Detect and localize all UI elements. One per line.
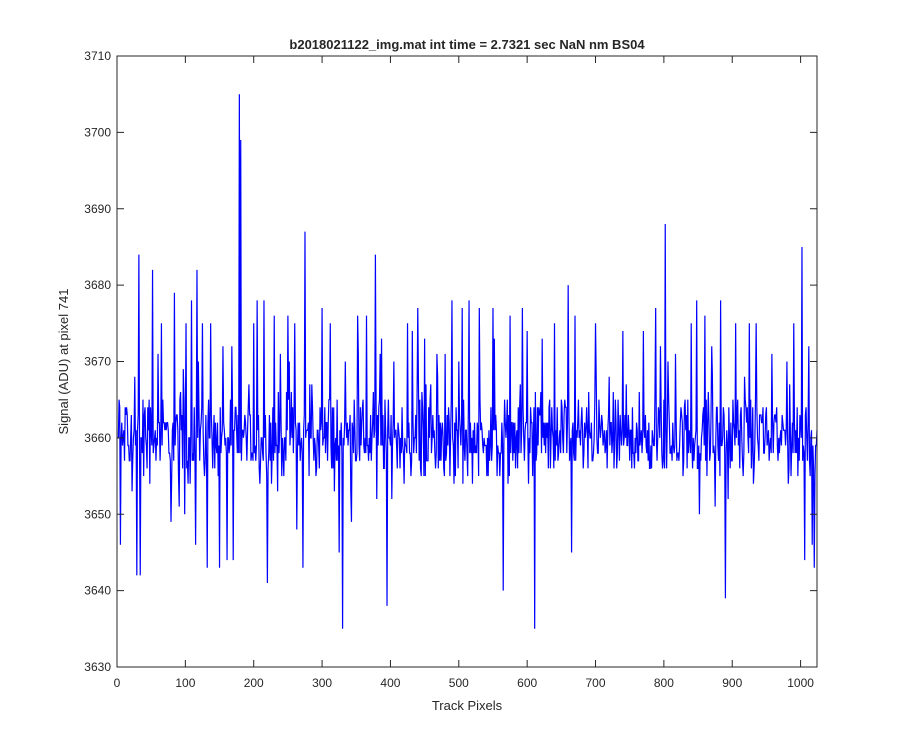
x-tick-label: 700 — [586, 676, 606, 690]
series-layer — [117, 94, 818, 629]
y-axis-ticks: 3630 3640 3650 3660 3670 3680 3690 3700 3710 — [84, 49, 817, 674]
y-tick-label: 3630 — [84, 660, 111, 674]
x-tick-label: 300 — [312, 676, 332, 690]
y-tick-label: 3660 — [84, 431, 111, 445]
y-tick-label: 3650 — [84, 507, 111, 521]
x-axis-ticks: 0 100 200 300 400 500 600 700 800 900 1000 — [114, 56, 814, 690]
y-tick-label: 3670 — [84, 355, 111, 369]
x-tick-label: 0 — [114, 676, 121, 690]
x-tick-label: 800 — [654, 676, 674, 690]
y-axis-label: Signal (ADU) at pixel 741 — [56, 289, 71, 435]
x-tick-label: 1000 — [787, 676, 814, 690]
x-tick-label: 600 — [517, 676, 537, 690]
x-tick-label: 200 — [244, 676, 264, 690]
chart-title: b2018021122_img.mat int time = 2.7321 se… — [289, 37, 645, 52]
x-tick-label: 400 — [380, 676, 400, 690]
y-tick-label: 3700 — [84, 125, 111, 139]
series-line — [117, 94, 818, 629]
x-tick-label: 100 — [175, 676, 195, 690]
y-tick-label: 3640 — [84, 584, 111, 598]
y-tick-label: 3710 — [84, 49, 111, 63]
axes-background — [117, 56, 817, 667]
x-tick-label: 500 — [449, 676, 469, 690]
x-axis-label: Track Pixels — [432, 698, 503, 713]
x-tick-label: 900 — [722, 676, 742, 690]
y-tick-label: 3680 — [84, 278, 111, 292]
y-tick-label: 3690 — [84, 202, 111, 216]
